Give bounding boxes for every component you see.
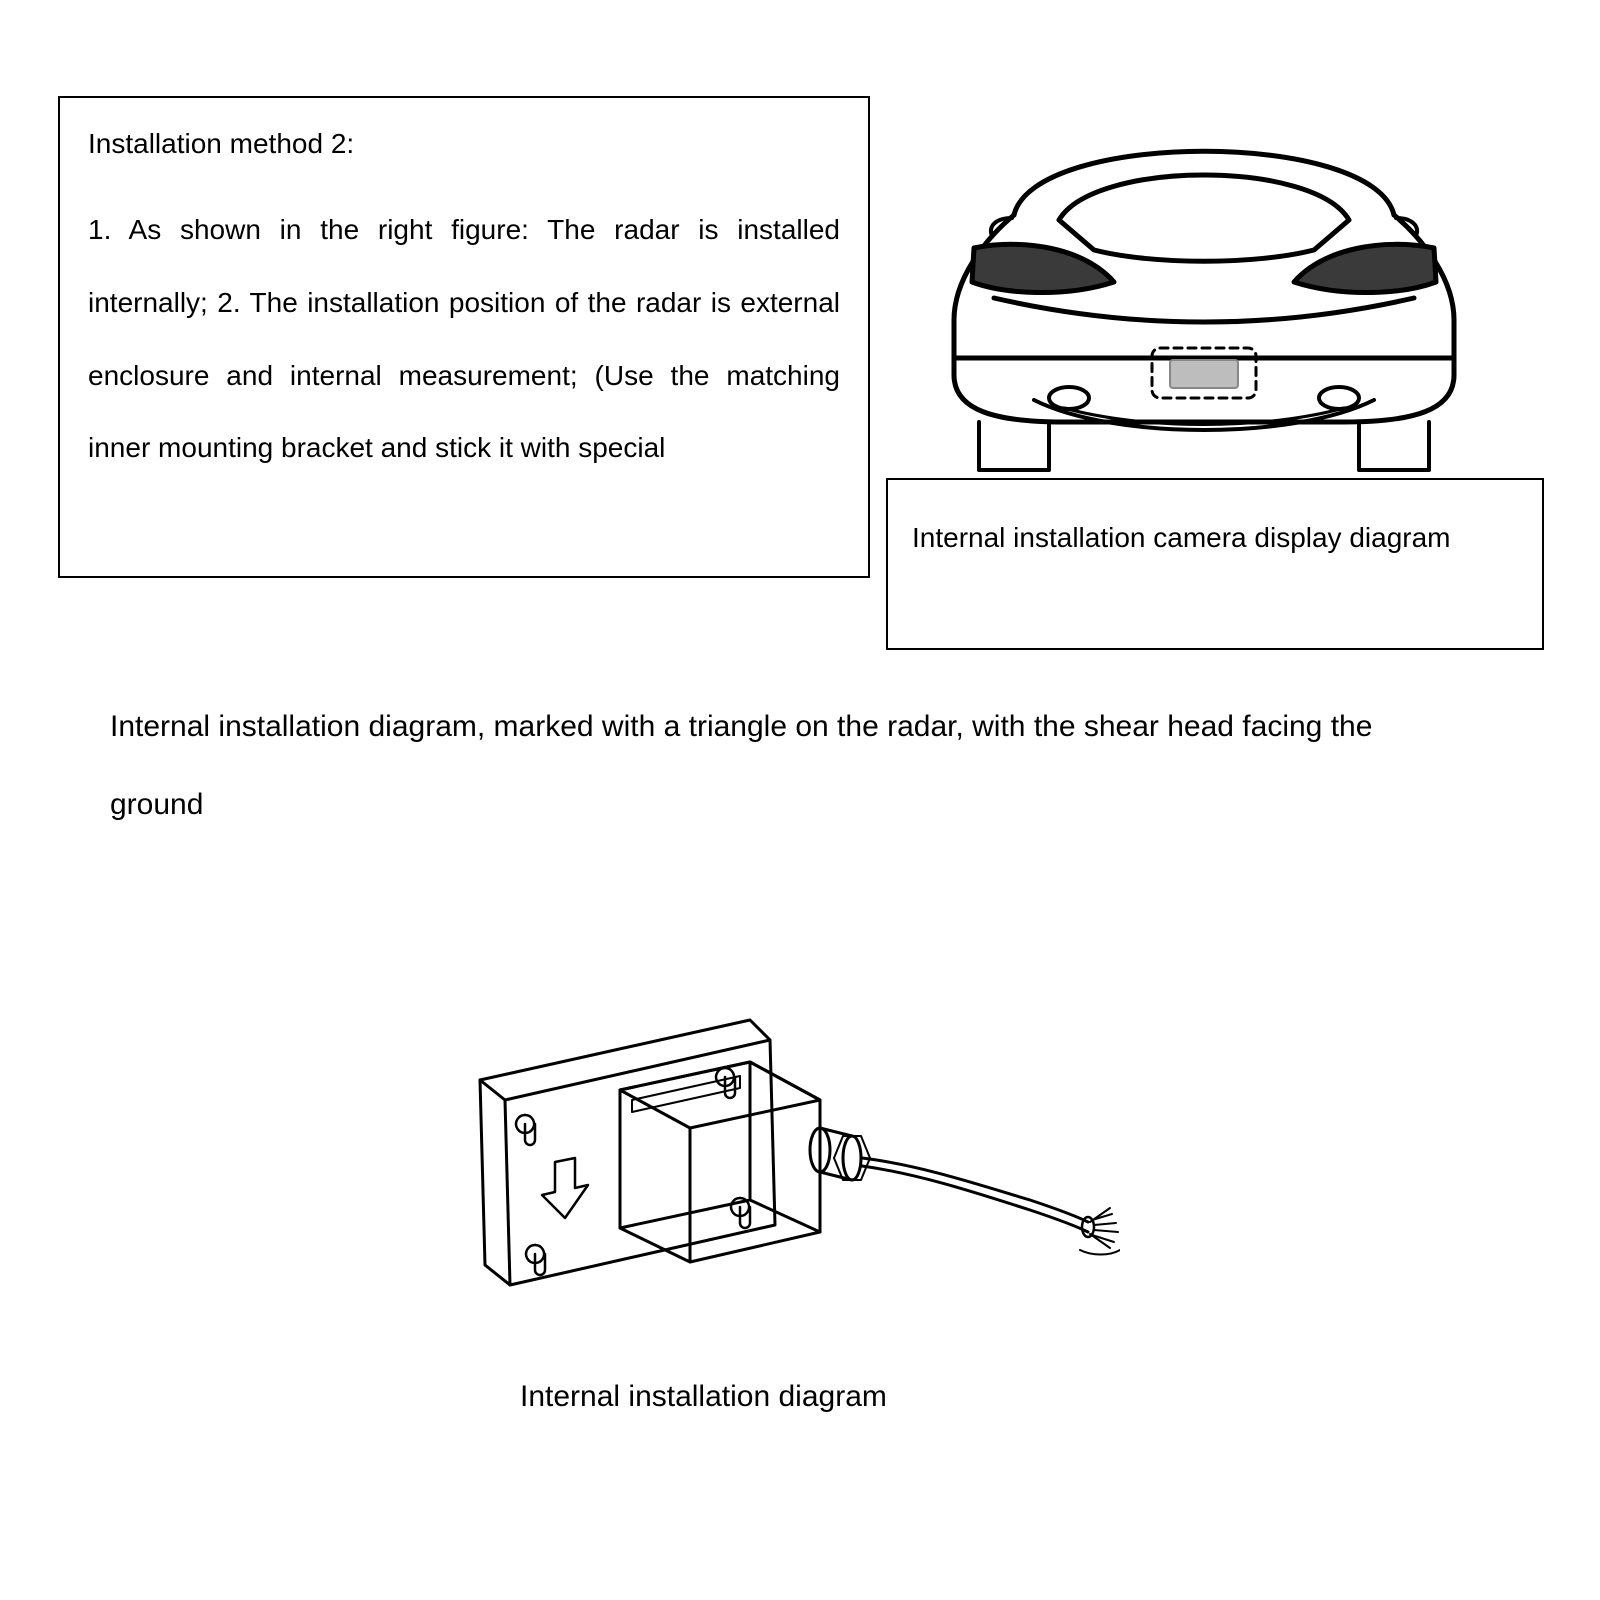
car-caption-box: Internal installation camera display dia… [886,478,1544,650]
instruction-box: Installation method 2: 1. As shown in th… [58,96,870,578]
car-rear-diagram [884,70,1524,490]
bottom-caption: Internal installation diagram [520,1380,887,1414]
instruction-title: Installation method 2: [88,128,840,160]
instruction-body: 1. As shown in the right figure: The rad… [88,194,840,485]
car-caption-text: Internal installation camera display dia… [912,504,1518,571]
device-diagram [420,950,1120,1330]
mid-caption: Internal installation diagram, marked wi… [110,688,1410,844]
